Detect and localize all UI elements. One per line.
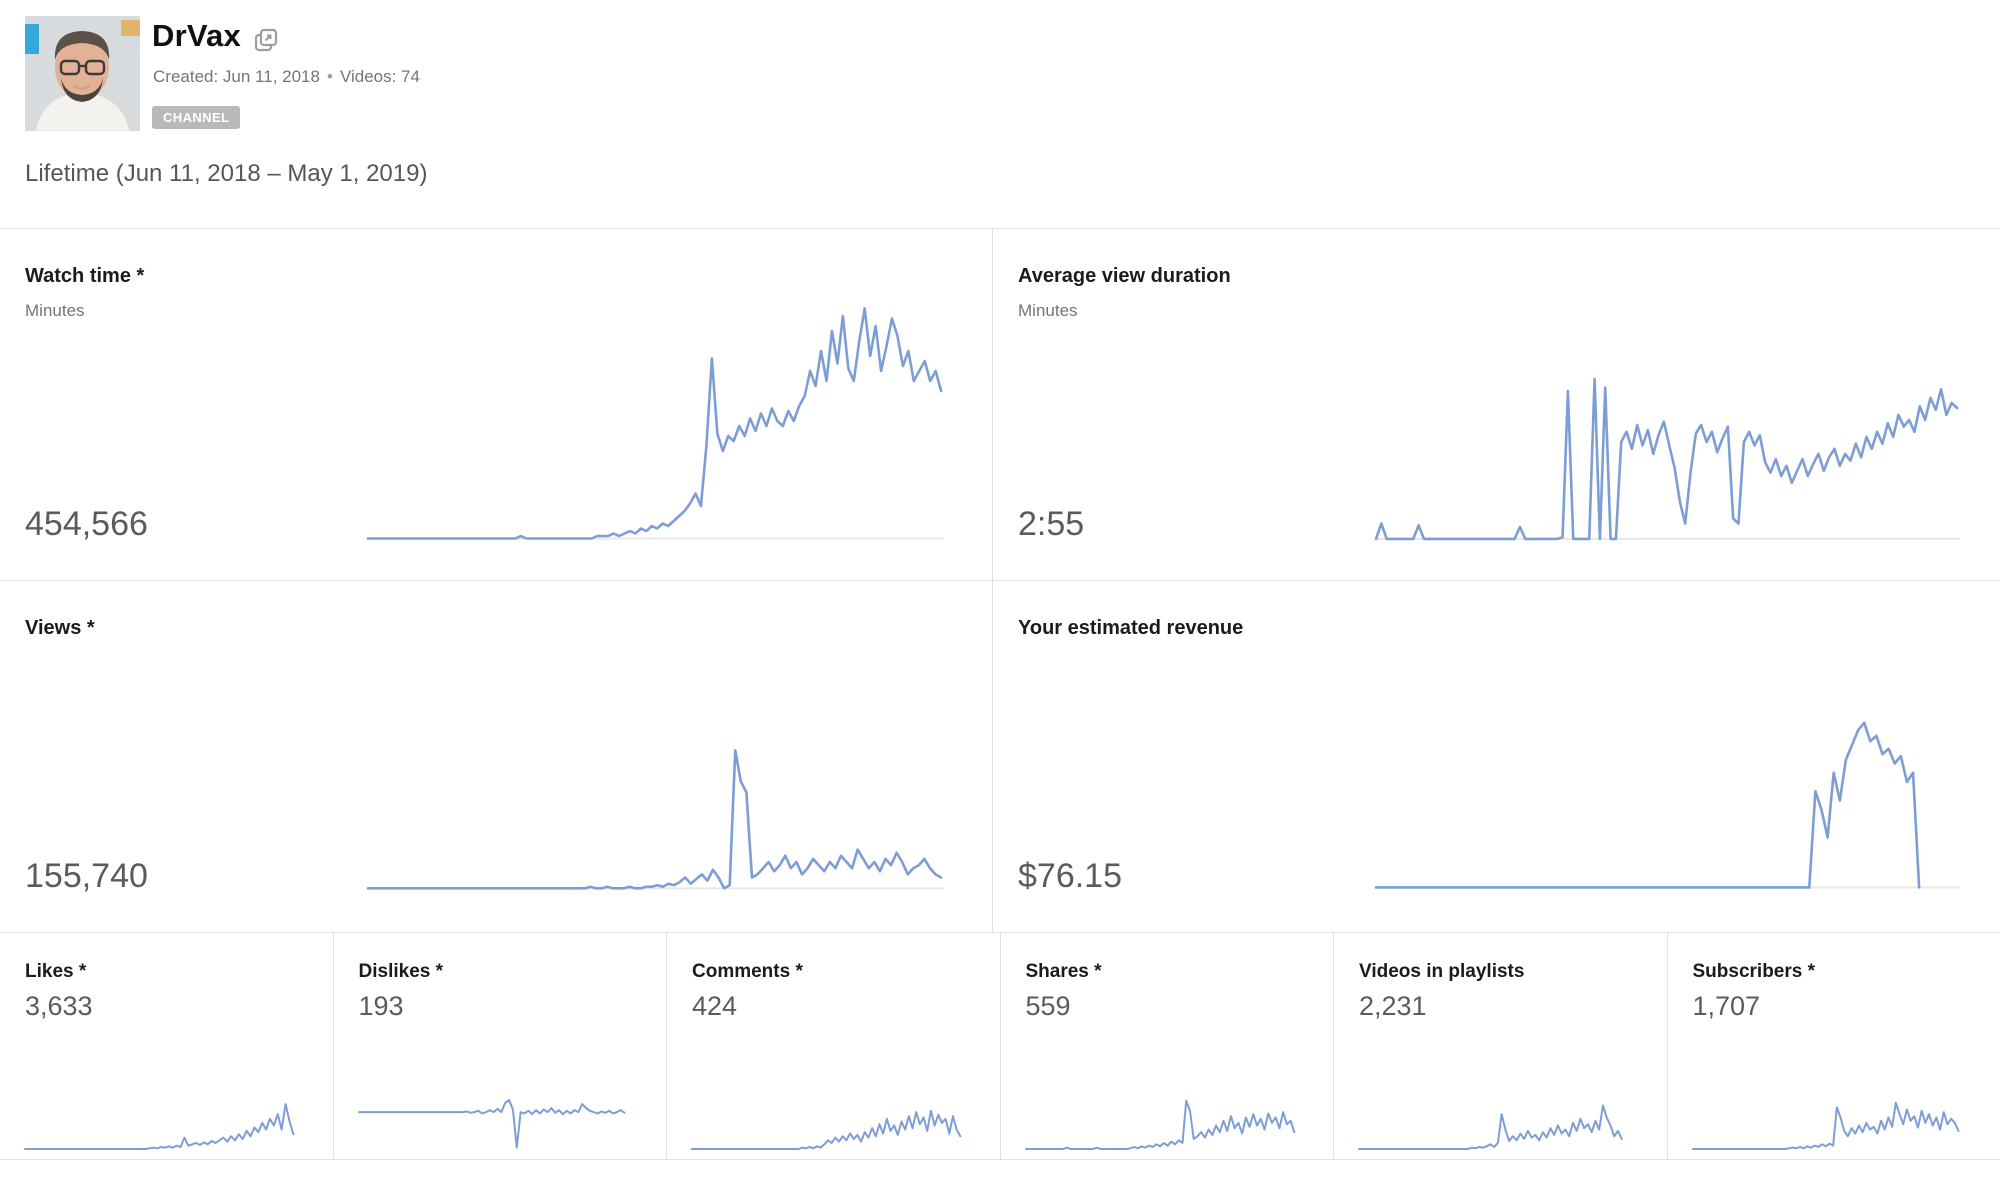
card-shares[interactable]: Shares * 559 [1000, 933, 1334, 1159]
sparkline-chart [692, 1084, 972, 1151]
card-watch-time[interactable]: Watch time * Minutes 454,566 [0, 229, 993, 580]
metric-value: 454,566 [25, 505, 148, 543]
sparkline-chart [368, 296, 944, 546]
card-dislikes[interactable]: Dislikes * 193 [333, 933, 667, 1159]
avatar-illustration [25, 16, 140, 131]
metric-title: Likes * [25, 961, 87, 982]
card-comments[interactable]: Comments * 424 [667, 933, 1001, 1159]
metrics-row-1: Watch time * Minutes 454,566 Average vie… [0, 228, 2000, 580]
metric-subtitle: Minutes [1018, 301, 1078, 320]
metric-value: 155,740 [25, 857, 148, 895]
metric-value: 424 [692, 991, 738, 1021]
metric-value: 3,633 [25, 991, 93, 1021]
sparkline-chart [1026, 1084, 1306, 1151]
sparkline-chart [359, 1084, 639, 1151]
metric-title: Subscribers * [1692, 961, 1816, 982]
metric-title: Views * [25, 617, 95, 639]
metrics-row-3: Likes * 3,633 Dislikes * 193 Comments * … [0, 932, 2000, 1160]
channel-created: Created: Jun 11, 2018 [153, 67, 320, 86]
metric-subtitle: Minutes [25, 301, 85, 320]
metric-value: 559 [1025, 991, 1071, 1021]
meta-separator: • [326, 67, 333, 86]
metric-title: Videos in playlists [1359, 961, 1525, 982]
metric-title: Your estimated revenue [1018, 617, 1244, 639]
popout-icon[interactable] [253, 27, 279, 53]
sparkline-chart [25, 1084, 305, 1151]
metric-title: Dislikes * [358, 961, 444, 982]
sparkline-chart [1693, 1084, 1973, 1151]
metrics-row-2: Views * 155,740 Your estimated revenue $… [0, 580, 2000, 932]
metric-value: 1,707 [1692, 991, 1761, 1021]
metric-title: Watch time * [25, 265, 145, 287]
channel-badge: CHANNEL [152, 106, 241, 129]
sparkline-chart [368, 738, 944, 893]
metric-title: Shares * [1025, 961, 1102, 982]
card-views[interactable]: Views * 155,740 [0, 581, 993, 932]
sparkline-chart [1376, 708, 1960, 893]
metric-value: 2,231 [1359, 991, 1427, 1021]
channel-meta: Created: Jun 11, 2018 • Videos: 74 [153, 67, 420, 87]
metric-title: Comments * [692, 961, 803, 982]
metric-value: 193 [358, 991, 404, 1021]
channel-avatar[interactable] [25, 16, 140, 131]
metrics-grid: Watch time * Minutes 454,566 Average vie… [0, 228, 2000, 1160]
channel-videos-count: Videos: 74 [339, 67, 420, 86]
card-videos-in-playlists[interactable]: Videos in playlists 2,231 [1334, 933, 1668, 1159]
card-likes[interactable]: Likes * 3,633 [0, 933, 334, 1159]
date-range-label: Lifetime (Jun 11, 2018 – May 1, 2019) [25, 160, 428, 187]
metric-title: Average view duration [1018, 265, 1231, 287]
card-estimated-revenue[interactable]: Your estimated revenue $76.15 [993, 581, 2000, 932]
metric-value: $76.15 [1018, 857, 1122, 895]
card-subscribers[interactable]: Subscribers * 1,707 [1667, 933, 2000, 1159]
sparkline-chart [1359, 1084, 1639, 1151]
sparkline-chart [1376, 374, 1960, 544]
channel-name[interactable]: DrVax [152, 18, 241, 53]
card-average-view-duration[interactable]: Average view duration Minutes 2:55 [993, 229, 2000, 580]
metric-value: 2:55 [1018, 505, 1085, 543]
